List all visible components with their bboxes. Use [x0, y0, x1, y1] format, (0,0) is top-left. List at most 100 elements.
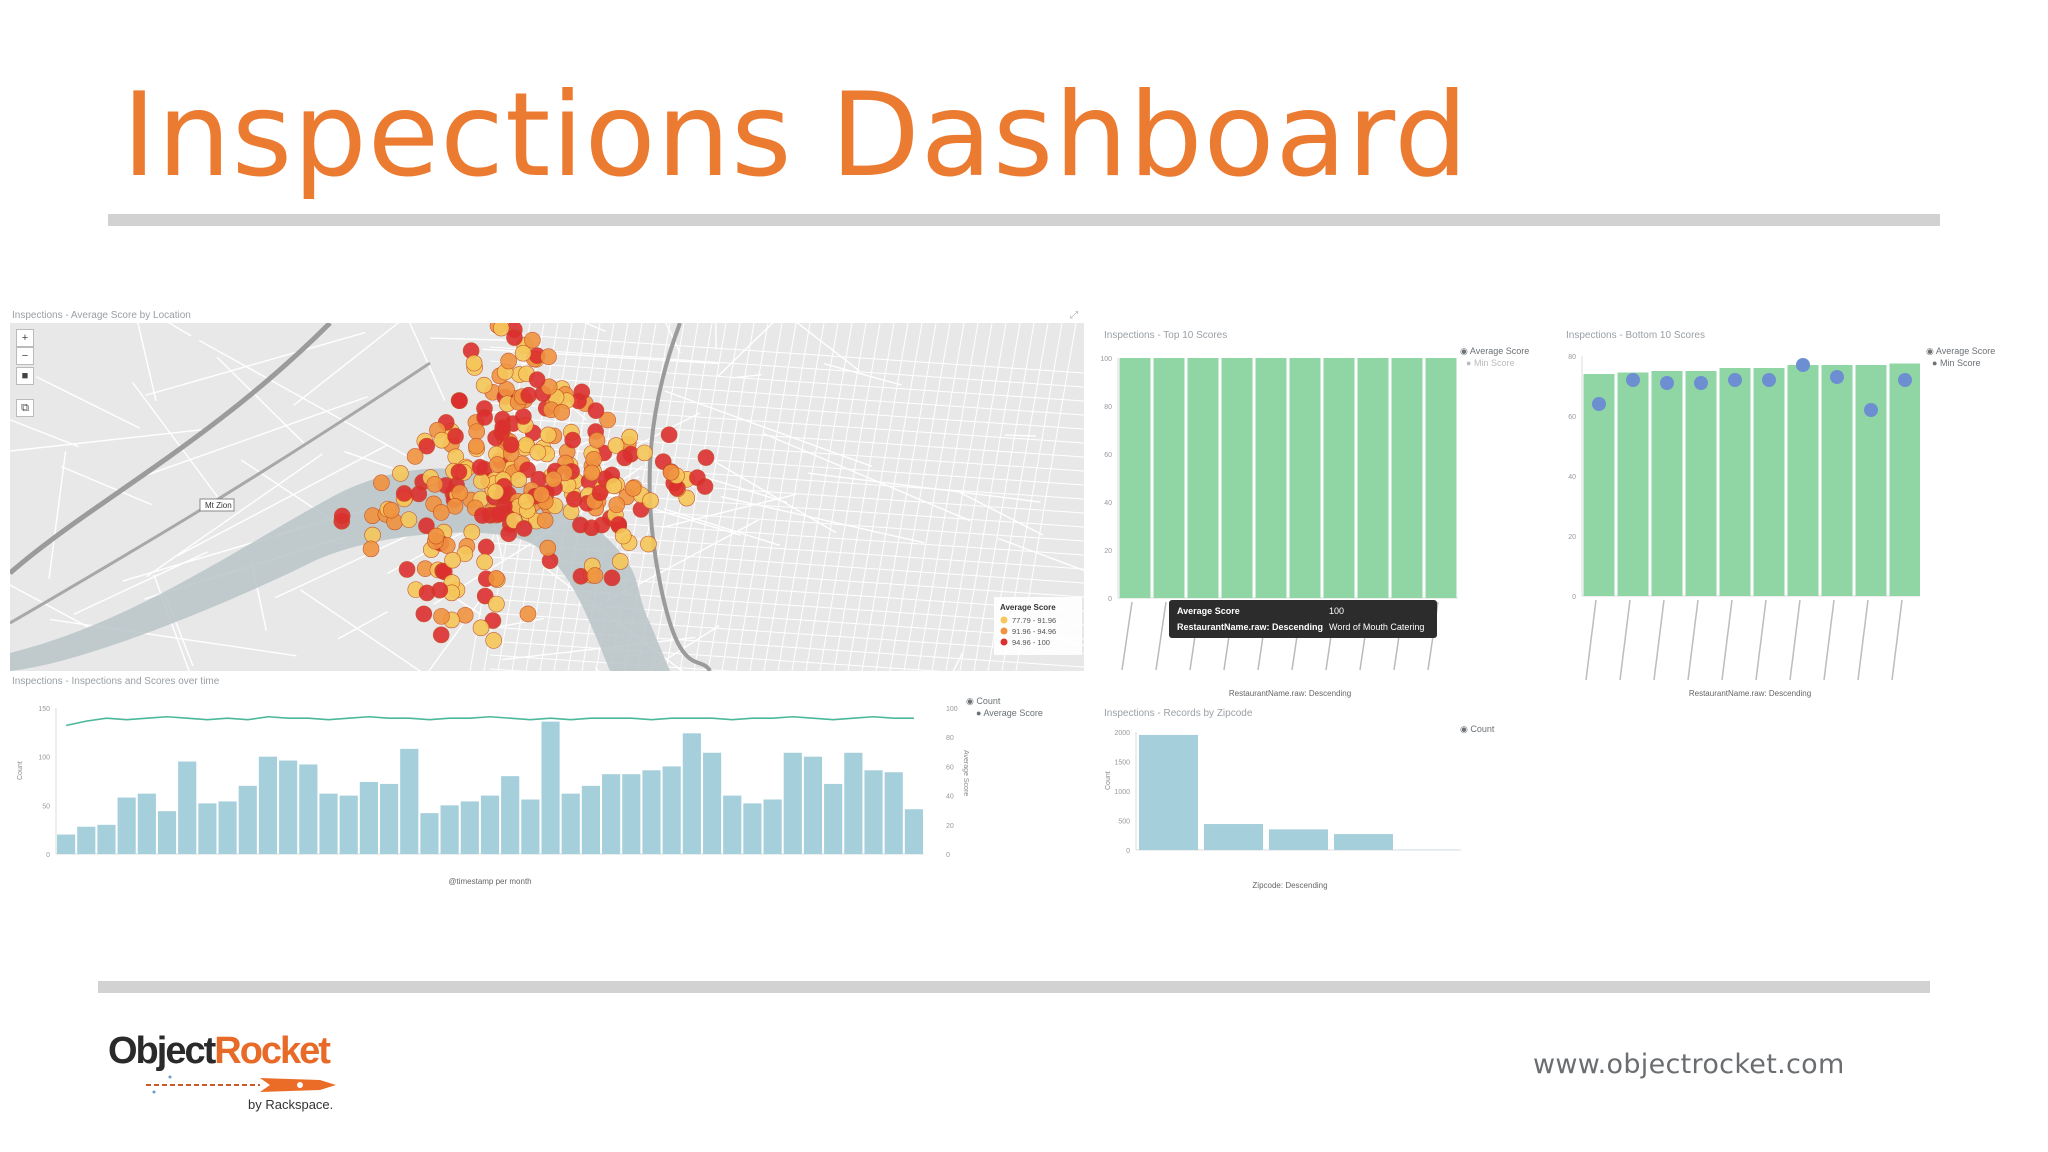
y-tick-label: 0: [1108, 596, 1112, 603]
point: [1592, 397, 1606, 411]
tooltip-key-1: Average Score: [1177, 606, 1240, 616]
map-canvas[interactable]: Mt Zion Average Score 77.79 - 91.96 91.96…: [10, 323, 1084, 671]
top10-legend-average[interactable]: ◉ Average Score: [1460, 346, 1530, 356]
y-tick-label: 0: [46, 852, 50, 859]
legend-label: 94.96 - 100: [1012, 638, 1050, 647]
score-point: [608, 496, 626, 514]
logo-byline: by Rackspace.: [248, 1097, 334, 1112]
street: [177, 444, 389, 557]
street: [499, 617, 544, 628]
score-point: [529, 444, 547, 461]
bar: [682, 733, 701, 854]
bar: [622, 774, 641, 854]
score-point: [400, 511, 418, 528]
x-tick-label: [1789, 599, 1801, 681]
bar: [844, 752, 863, 854]
score-point: [553, 403, 571, 421]
street: [489, 668, 528, 671]
score-point: [514, 344, 532, 362]
score-point: [586, 567, 604, 584]
street: [60, 465, 152, 506]
overtime-legend-count[interactable]: ◉ Count: [966, 696, 1001, 706]
bottom10-legend-average[interactable]: ◉ Average Score: [1926, 346, 1996, 356]
score-point: [616, 449, 634, 467]
score-point: [490, 506, 507, 523]
score-point: [528, 371, 546, 388]
top10-chart[interactable]: 0 20 40 60 80 100 RestaurantName.raw: Descendi…: [1100, 340, 1500, 710]
bar: [279, 760, 298, 854]
score-point: [520, 386, 537, 404]
map-expand-icon[interactable]: ⤢: [1070, 310, 1078, 321]
point: [1694, 376, 1708, 390]
y-tick-label: 80: [1104, 404, 1112, 411]
y-tick-label: 100: [1100, 356, 1112, 363]
street: [823, 362, 902, 386]
score-point: [418, 517, 435, 535]
street: [489, 416, 1084, 458]
bar: [1889, 363, 1920, 596]
x-tick-label: [1823, 599, 1835, 681]
street: [875, 323, 937, 671]
score-point: [475, 376, 493, 394]
street: [847, 323, 909, 671]
score-point: [506, 329, 523, 346]
bottom10-legend-min[interactable]: ● Min Score: [1932, 358, 1981, 368]
zoom-in-button[interactable]: +: [16, 329, 34, 347]
score-point: [642, 492, 659, 509]
bar: [1119, 358, 1151, 598]
street: [998, 537, 1084, 572]
street: [679, 323, 741, 671]
x-tick-label: [1721, 599, 1733, 681]
score-point: [587, 402, 605, 419]
zipcode-legend-count[interactable]: ◉ Count: [1460, 724, 1495, 734]
objectrocket-logo: ObjectRocket: [108, 1030, 331, 1072]
y-tick-label: 0: [1572, 594, 1576, 601]
point: [1626, 373, 1640, 387]
bar: [1269, 829, 1328, 850]
draw-rectangle-icon[interactable]: ■: [16, 367, 34, 385]
bar: [440, 805, 459, 854]
chart-tooltip: Average Score 100 RestaurantName.raw: De…: [1169, 600, 1437, 638]
bar: [117, 797, 136, 854]
street: [146, 453, 323, 578]
street: [931, 323, 993, 671]
score-point: [489, 456, 506, 473]
bar: [1617, 372, 1649, 596]
zipcode-chart[interactable]: 0 500 1000 1500 2000 Zipcode: Descending Count: [1100, 720, 1500, 900]
top10-legend-min[interactable]: ● Min Score: [1466, 358, 1515, 368]
bar: [541, 721, 560, 854]
score-point: [591, 484, 609, 502]
score-point: [476, 409, 493, 426]
score-point: [474, 507, 491, 524]
street: [665, 323, 681, 354]
bar: [864, 770, 883, 854]
street: [721, 323, 783, 671]
score-point: [465, 354, 483, 372]
overtime-legend-average[interactable]: ● Average Score: [976, 708, 1043, 718]
score-point: [624, 480, 642, 497]
zoom-out-button[interactable]: −: [16, 347, 34, 365]
score-point: [398, 561, 416, 578]
score-point: [603, 569, 621, 587]
overtime-chart[interactable]: 0 50 100 150 0 20 40 60 80 100 @timestamp per mont…: [10, 690, 970, 890]
bar: [1787, 365, 1819, 596]
website-url[interactable]: www.objectrocket.com: [1533, 1049, 1845, 1080]
y-tick-label: 2000: [1114, 730, 1130, 737]
bar: [662, 766, 681, 854]
bottom10-chart[interactable]: 0 20 40 60 80 RestaurantName.raw: Descending: [1560, 340, 1920, 710]
street: [833, 323, 895, 671]
y-tick-label: 0: [1126, 848, 1130, 855]
bottom-divider: [98, 981, 1930, 993]
zipcode-panel-title: Inspections - Records by Zipcode: [1104, 708, 1253, 719]
street: [131, 381, 226, 508]
point: [1762, 373, 1776, 387]
score-point: [447, 427, 464, 445]
point: [1830, 370, 1844, 384]
street: [489, 430, 1084, 472]
bar: [1334, 834, 1393, 850]
point: [1864, 403, 1878, 417]
street: [489, 640, 943, 671]
map-panel[interactable]: Mt Zion Average Score 77.79 - 91.96 91.96…: [10, 323, 1084, 671]
fit-bounds-icon[interactable]: ⧉: [16, 399, 34, 417]
street: [707, 323, 769, 671]
